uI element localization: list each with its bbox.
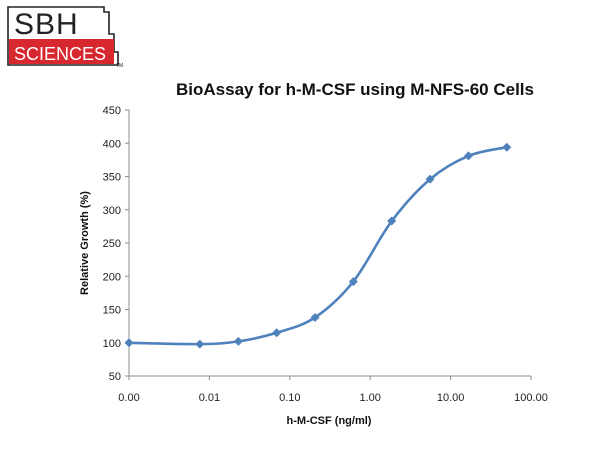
logo-outline (7, 6, 119, 66)
sbh-sciences-logo: SBH SCIENCES TM (7, 6, 123, 68)
x-tick-label: 0.10 (279, 392, 300, 404)
data-point (124, 338, 134, 348)
data-point (195, 339, 205, 349)
data-point (502, 142, 512, 152)
y-tick-label: 350 (103, 172, 121, 184)
data-point (233, 336, 243, 346)
x-tick-label: 0.00 (118, 392, 139, 404)
plot-area: 50 100 150 200 250 300 350 400 450 0.00 0.01 0.10 1.… (103, 105, 548, 404)
data-point (310, 312, 320, 322)
y-tick-label: 150 (103, 305, 121, 317)
y-tick-label: 200 (103, 271, 121, 283)
logo-text-sciences: SCIENCES (14, 44, 106, 64)
logo-red-band (9, 39, 114, 64)
x-axis-label: h-M-CSF (ng/ml) (287, 415, 372, 427)
data-point (348, 277, 358, 287)
data-point (425, 174, 435, 184)
logo-trademark: TM (116, 63, 123, 68)
y-tick-label: 250 (103, 238, 121, 250)
y-tick-label: 400 (103, 138, 121, 150)
x-tick-label: 0.01 (199, 392, 220, 404)
y-tick-label: 100 (103, 338, 121, 350)
y-tick-label: 300 (103, 205, 121, 217)
y-tick-label: 50 (109, 371, 121, 383)
x-tick-label: 100.00 (514, 392, 548, 404)
data-point (387, 216, 397, 226)
y-axis-label: Relative Growth (%) (79, 191, 91, 295)
series-line (128, 145, 508, 346)
data-point (272, 328, 282, 338)
data-point (464, 151, 474, 161)
x-tick-label: 1.00 (359, 392, 380, 404)
y-tick-label: 450 (103, 105, 121, 117)
chart-title: BioAssay for h-M-CSF using M-NFS-60 Cell… (176, 80, 534, 99)
x-tick-label: 10.00 (437, 392, 465, 404)
logo-text-sbh: SBH (14, 8, 79, 41)
